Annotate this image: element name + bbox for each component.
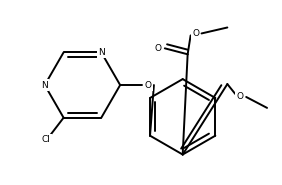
Text: O: O bbox=[144, 80, 151, 90]
Text: N: N bbox=[41, 80, 48, 90]
Text: O: O bbox=[192, 29, 199, 38]
Text: O: O bbox=[237, 92, 244, 101]
Text: Cl: Cl bbox=[41, 135, 50, 144]
Text: N: N bbox=[98, 48, 105, 57]
Text: O: O bbox=[154, 44, 161, 53]
